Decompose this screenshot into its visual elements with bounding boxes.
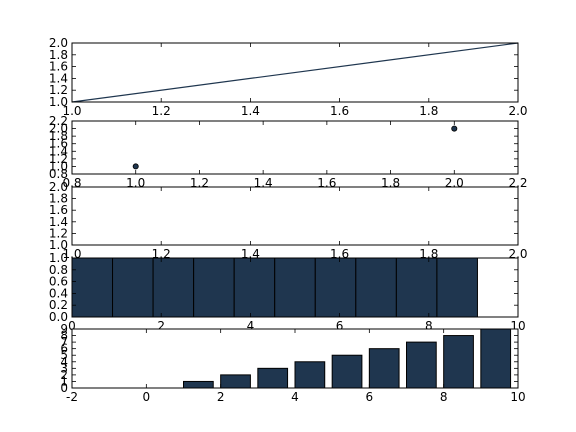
x-tick-label-4-2: 2 bbox=[157, 319, 165, 333]
y-tick-label-4-6: 1.0 bbox=[49, 251, 68, 265]
y-tick-label-2-1: 0.8 bbox=[49, 167, 68, 181]
y-tick-label-5-6: 5 bbox=[60, 348, 68, 362]
x-tick-label-1-5: 1.8 bbox=[419, 104, 438, 118]
y-tick-label-4-1: 0.0 bbox=[49, 310, 68, 324]
scatter-point-2-1 bbox=[132, 163, 139, 170]
y-tick-label-5-2: 1 bbox=[60, 374, 68, 388]
bar-5-10 bbox=[480, 328, 512, 389]
y-tick-label-4-5: 0.8 bbox=[49, 263, 68, 277]
y-tick-label-3-5: 1.8 bbox=[49, 192, 68, 206]
y-tick-label-5-8: 7 bbox=[60, 335, 68, 349]
y-tick-label-1-4: 1.6 bbox=[49, 60, 68, 74]
y-tick-label-5-9: 8 bbox=[60, 329, 68, 343]
x-tick-label-5-5: 6 bbox=[366, 390, 374, 404]
y-tick-label-5-4: 3 bbox=[60, 361, 68, 375]
y-tick-label-5-5: 4 bbox=[60, 355, 68, 369]
x-tick-label-1-3: 1.4 bbox=[241, 104, 260, 118]
bar-4-9 bbox=[395, 257, 438, 318]
x-tick-label-5-6: 8 bbox=[440, 390, 448, 404]
bar-4-1 bbox=[71, 257, 114, 318]
subplot-1: 1.0 1.2 1.4 1.6 1.8 2.01.01.21.41.61.82.0 bbox=[49, 36, 528, 118]
bar-5-5 bbox=[294, 361, 326, 389]
y-tick-label-5-7: 6 bbox=[60, 342, 68, 356]
subplot-4: 0 2 4 6 8 100.00.20.40.60.81.0 bbox=[49, 251, 526, 333]
x-tick-label-5-4: 4 bbox=[291, 390, 299, 404]
y-tick-label-5-1: 0 bbox=[60, 381, 68, 395]
y-tick-label-1-6: 2.0 bbox=[49, 36, 68, 50]
y-tick-label-2-8: 2.2 bbox=[49, 114, 68, 128]
series-line-1 bbox=[71, 42, 519, 103]
y-tick-label-4-4: 0.6 bbox=[49, 275, 68, 289]
y-tick-label-1-5: 1.8 bbox=[49, 48, 68, 62]
axes-frame-2 bbox=[71, 120, 519, 175]
scatter-point-2-2 bbox=[451, 125, 458, 132]
x-tick-label-5-3: 2 bbox=[217, 390, 225, 404]
bar-4-8 bbox=[355, 257, 397, 318]
subplot-2: 0.8 1.0 1.2 1.4 1.6 1.8 2.0 2.20.81.01.21.41.61… bbox=[49, 114, 528, 190]
plot-area-2 bbox=[72, 121, 518, 174]
y-tick-label-1-1: 1.0 bbox=[49, 95, 68, 109]
axes-frame-3 bbox=[71, 186, 519, 246]
axes-frame-4 bbox=[71, 257, 519, 318]
y-tick-label-4-3: 0.4 bbox=[49, 286, 68, 300]
y-tick-label-3-2: 1.2 bbox=[49, 226, 68, 240]
bar-5-4 bbox=[257, 367, 289, 389]
y-tick-label-2-4: 1.4 bbox=[49, 144, 68, 158]
y-tick-label-2-3: 1.2 bbox=[49, 152, 68, 166]
x-tick-label-4-4: 6 bbox=[336, 319, 344, 333]
y-tick-label-4-2: 0.2 bbox=[49, 298, 68, 312]
bar-4-7 bbox=[314, 257, 357, 318]
y-tick-label-3-3: 1.4 bbox=[49, 215, 68, 229]
y-tick-label-5-10: 9 bbox=[60, 322, 68, 336]
bar-4-2 bbox=[112, 257, 154, 318]
x-tick-label-1-1: 1.0 bbox=[62, 104, 81, 118]
x-tick-label-5-2: 0 bbox=[143, 390, 151, 404]
x-tick-label-1-2: 1.2 bbox=[152, 104, 171, 118]
bar-4-3 bbox=[152, 257, 195, 318]
y-tick-label-3-6: 2.0 bbox=[49, 180, 68, 194]
bar-4-4 bbox=[193, 257, 235, 318]
plot-area-3 bbox=[72, 187, 518, 245]
bar-5-2 bbox=[183, 380, 214, 389]
x-tick-label-4-1: 0 bbox=[68, 319, 76, 333]
subplot-3: 1.0 1.2 1.4 1.6 1.8 2.01.01.21.41.61.82.0 bbox=[49, 180, 528, 261]
x-tick-label-1-4: 1.6 bbox=[330, 104, 349, 118]
x-tick-label-5-1: -2 bbox=[66, 390, 78, 404]
y-tick-label-5-3: 2 bbox=[60, 368, 68, 382]
x-tick-label-1-6: 2.0 bbox=[508, 104, 527, 118]
bar-5-6 bbox=[331, 354, 363, 389]
x-tick-label-4-3: 4 bbox=[247, 319, 255, 333]
bar-5-7 bbox=[368, 348, 400, 389]
y-tick-label-1-2: 1.2 bbox=[49, 83, 68, 97]
y-tick-label-2-6: 1.8 bbox=[49, 129, 68, 143]
bar-4-5 bbox=[233, 257, 276, 318]
bar-4-6 bbox=[274, 257, 316, 318]
y-tick-label-1-3: 1.4 bbox=[49, 71, 68, 85]
axes-frame-1 bbox=[71, 42, 519, 103]
bar-5-3 bbox=[220, 374, 251, 389]
y-tick-label-3-1: 1.0 bbox=[49, 238, 68, 252]
bar-4-10 bbox=[436, 257, 478, 318]
y-tick-label-2-2: 1.0 bbox=[49, 159, 68, 173]
x-tick-label-4-5: 8 bbox=[425, 319, 433, 333]
bar-5-8 bbox=[406, 341, 437, 389]
y-tick-label-2-7: 2.0 bbox=[49, 122, 68, 136]
bar-5-9 bbox=[443, 335, 474, 389]
x-tick-label-5-7: 10 bbox=[510, 390, 525, 404]
y-tick-label-3-4: 1.6 bbox=[49, 203, 68, 217]
y-tick-label-2-5: 1.6 bbox=[49, 137, 68, 151]
